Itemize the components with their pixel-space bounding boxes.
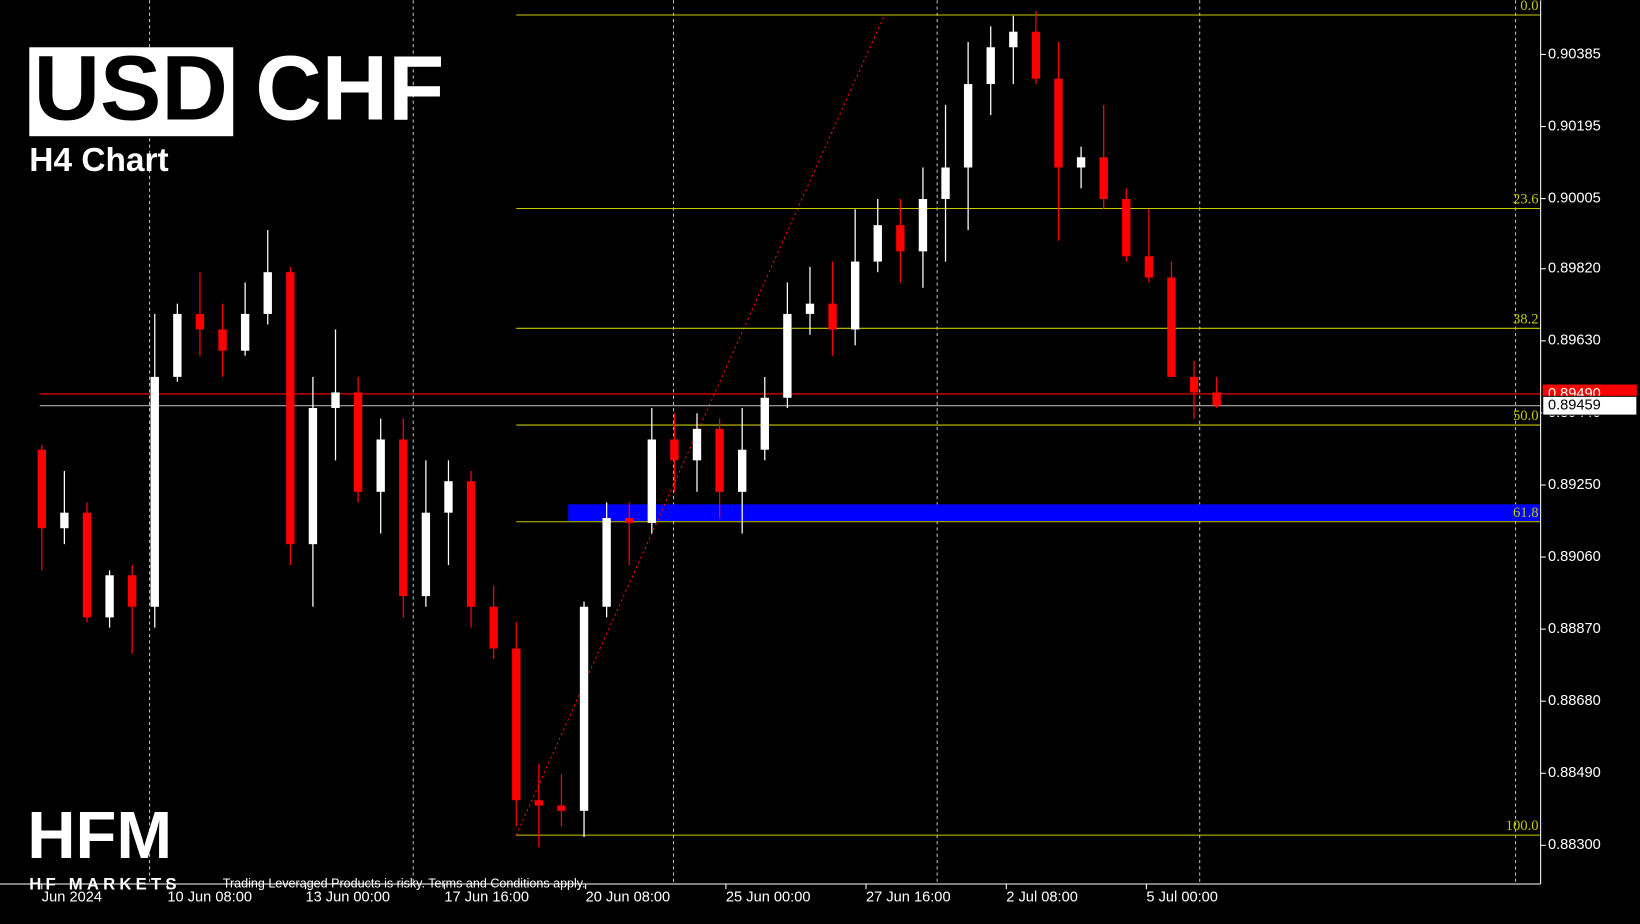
- y-tick-label: 0.88490: [1548, 765, 1601, 781]
- fib-label: 100.0: [1506, 818, 1539, 834]
- candle-body: [918, 198, 928, 252]
- y-tick-label: 0.88300: [1548, 837, 1601, 853]
- logo: HFM: [27, 798, 172, 873]
- candle-body: [557, 805, 566, 811]
- title-box: [29, 47, 234, 137]
- subtitle: H4 Chart: [29, 142, 168, 179]
- candle-body: [602, 517, 611, 607]
- fib-trendline: [515, 14, 886, 836]
- candle-body: [579, 606, 589, 811]
- title-quote: CHF: [255, 37, 444, 140]
- overlay: USD CHF H4 Chart HFM HF MARKETS Trading …: [27, 37, 585, 894]
- candle-body: [195, 313, 205, 330]
- candle-body: [240, 313, 250, 351]
- y-tick-label: 0.90195: [1548, 118, 1601, 134]
- y-tick-label: 0.89060: [1548, 549, 1601, 565]
- candle-body: [353, 392, 363, 492]
- support-zone: [568, 504, 1541, 522]
- candle-body: [1212, 392, 1221, 406]
- y-tick-label: 0.90005: [1548, 190, 1601, 206]
- candle-body: [715, 428, 724, 492]
- x-tick-label: 13 Jun 00:00: [305, 890, 390, 906]
- candle-body: [873, 225, 882, 262]
- candle-body: [1054, 78, 1063, 168]
- fib-label: 61.8: [1513, 505, 1539, 521]
- disclaimer: Trading Leveraged Products is risky. Ter…: [223, 876, 586, 890]
- plot-area: 0.0 23.6 38.2 50.0 61.8 100.0: [37, 0, 1541, 885]
- candle-body: [105, 575, 114, 618]
- x-tick-label: 17 Jun 16:00: [444, 890, 529, 906]
- fib-label: 23.6: [1513, 191, 1539, 207]
- candle-body: [512, 648, 521, 801]
- candle-body: [1076, 157, 1086, 168]
- candle-body: [828, 303, 837, 330]
- candle-body: [1031, 31, 1041, 79]
- candle-body: [986, 47, 995, 85]
- y-tick-label: 0.89250: [1548, 477, 1601, 493]
- candle-body: [489, 606, 498, 649]
- candle-body: [850, 261, 860, 330]
- candle-body: [308, 407, 318, 545]
- candle-body: [760, 397, 769, 450]
- x-tick-label: 20 Jun 08:00: [586, 890, 671, 906]
- candle-body: [738, 449, 747, 492]
- candle-body: [670, 439, 679, 461]
- fib-label: 50.0: [1513, 408, 1539, 424]
- candle-body: [399, 439, 408, 597]
- candle-body: [692, 428, 702, 461]
- x-tick-label: 2 Jul 08:00: [1006, 890, 1078, 906]
- title-base: USD: [34, 37, 228, 140]
- brand-name: HF MARKETS: [29, 874, 180, 893]
- x-tick-label: Jun 2024: [42, 890, 102, 906]
- fib-label: 38.2: [1513, 311, 1539, 327]
- candle-body: [60, 512, 69, 529]
- candle-body: [466, 481, 476, 607]
- candle-body: [963, 84, 973, 168]
- candle-body: [1189, 376, 1199, 393]
- x-tick-label: 5 Jul 00:00: [1146, 890, 1218, 906]
- candle-body: [896, 225, 905, 252]
- candle-body: [1122, 198, 1131, 257]
- y-tick-label: 0.90385: [1548, 46, 1601, 62]
- candle-body: [444, 481, 453, 513]
- bid-box: [1542, 395, 1638, 416]
- candle-body: [534, 800, 544, 806]
- candle-body: [331, 392, 340, 408]
- candle-body: [150, 376, 159, 607]
- candle-body: [218, 329, 227, 351]
- candle-body: [82, 512, 92, 618]
- y-tick-label: 0.89630: [1548, 333, 1601, 349]
- fib-label: 0.0: [1520, 0, 1538, 14]
- candle-body: [1167, 277, 1176, 377]
- candle-body: [376, 439, 385, 492]
- candle-body: [625, 517, 634, 523]
- candle-body: [263, 272, 272, 314]
- x-tick-label: 25 Jun 00:00: [726, 890, 811, 906]
- candle-body: [421, 512, 431, 597]
- bid-price-label: 0.89459: [1548, 398, 1601, 414]
- x-tick-label: 27 Jun 16:00: [866, 890, 951, 906]
- x-tick-label: 10 Jun 08:00: [167, 890, 252, 906]
- candle-body: [647, 439, 657, 523]
- candle-body: [1144, 256, 1154, 278]
- candle-body: [783, 313, 792, 398]
- candle-body: [1099, 157, 1108, 199]
- candle-body: [941, 167, 950, 199]
- candle-body: [37, 449, 46, 529]
- y-tick-label: 0.88680: [1548, 693, 1601, 709]
- candle-body: [173, 313, 182, 377]
- candle-body: [1009, 31, 1018, 48]
- candle-body: [286, 272, 295, 545]
- y-tick-label: 0.88870: [1548, 621, 1601, 637]
- y-tick-label: 0.89820: [1548, 261, 1601, 277]
- candle-body: [805, 303, 815, 314]
- candle-body: [127, 575, 137, 607]
